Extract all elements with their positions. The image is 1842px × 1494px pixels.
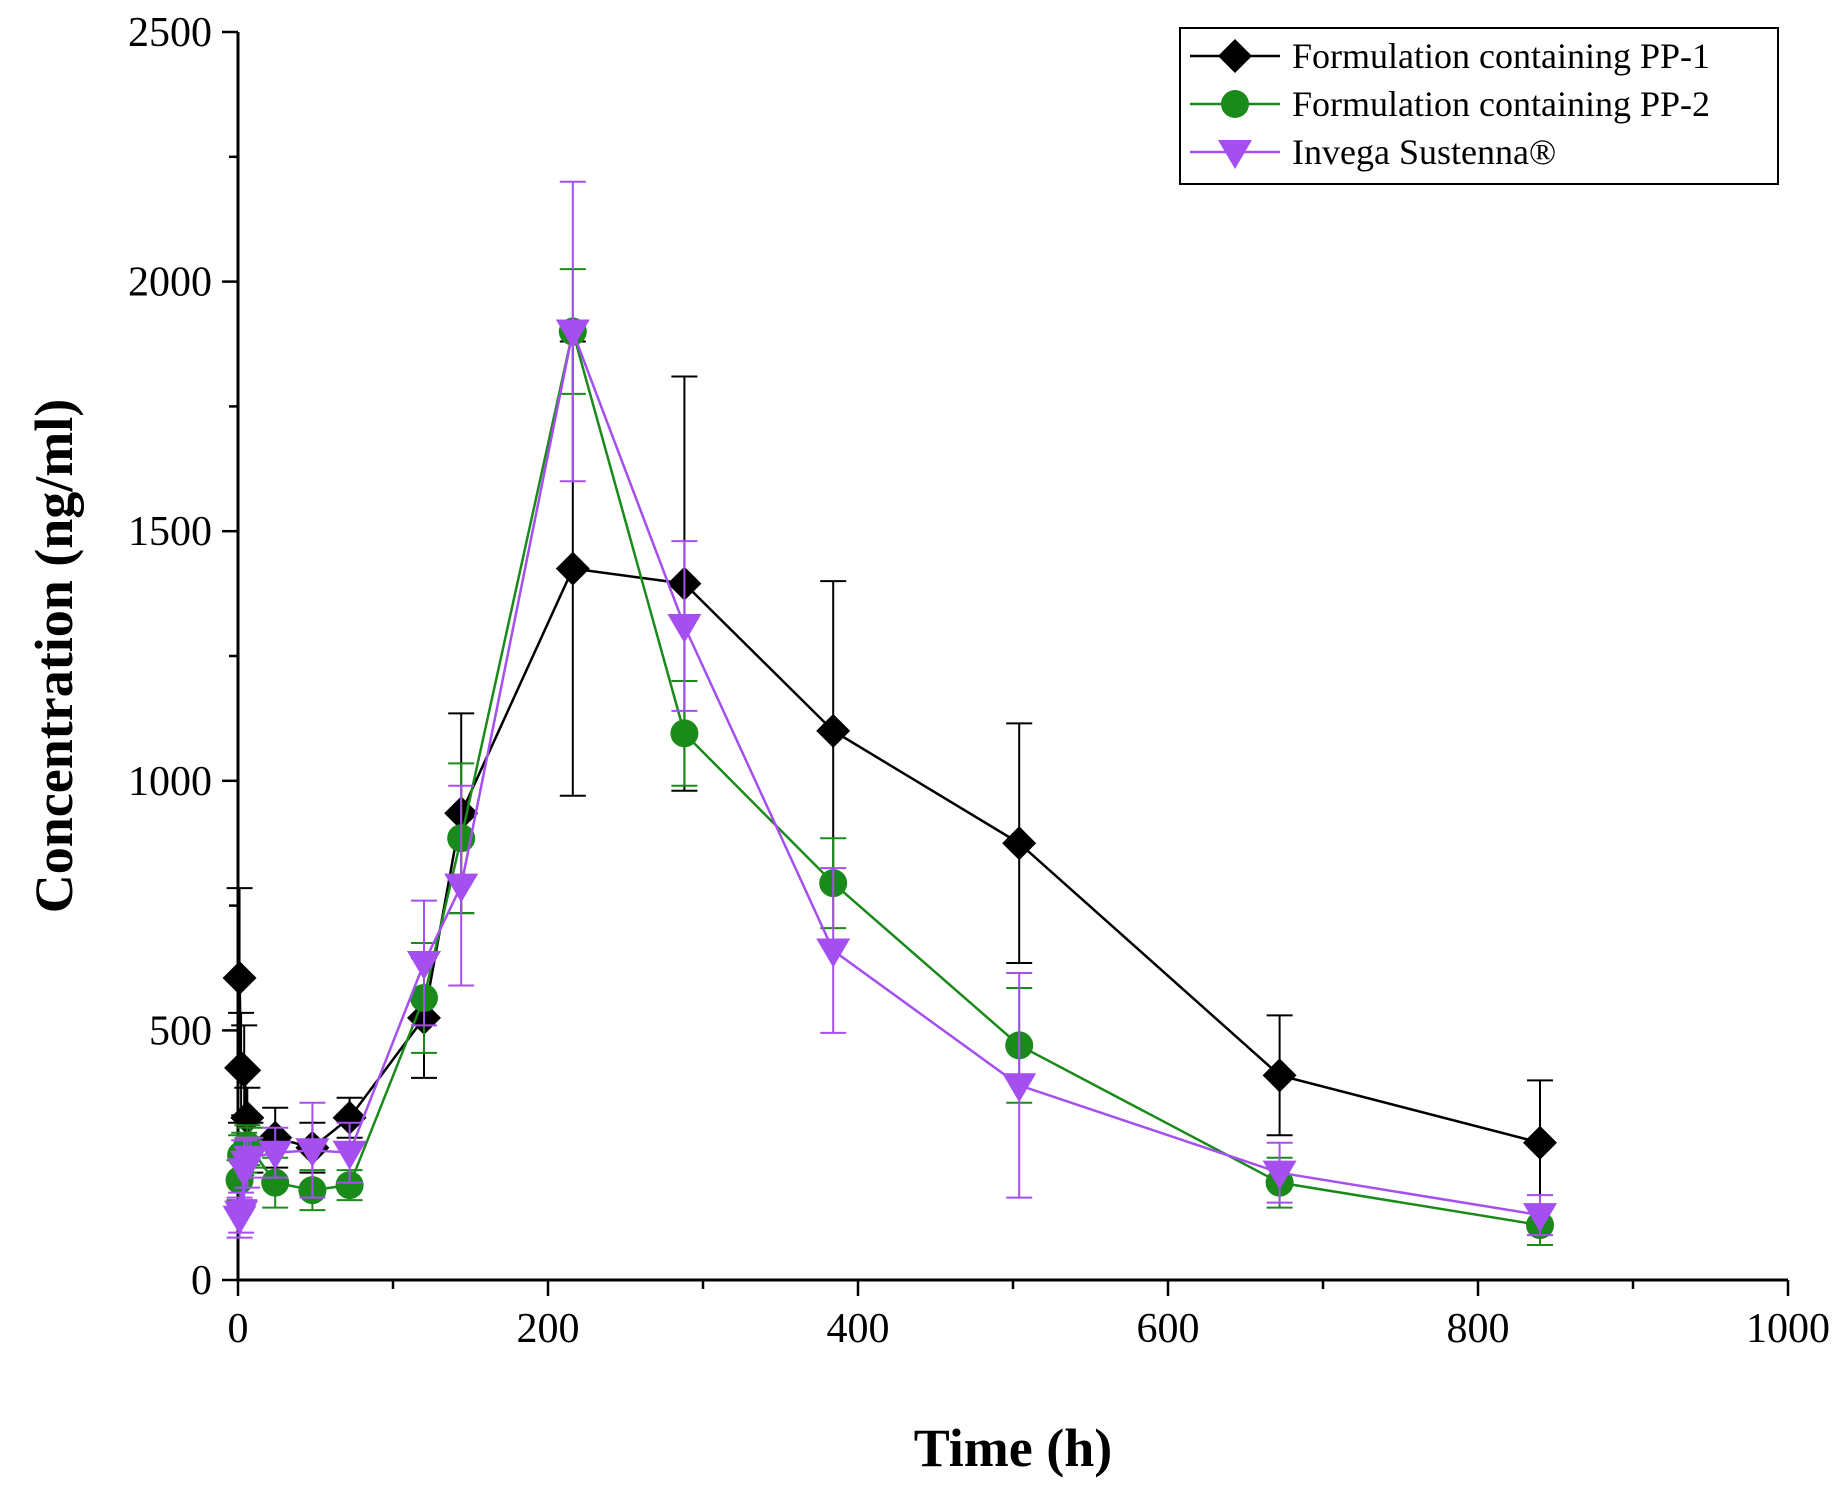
series-3 xyxy=(222,180,1557,1239)
data-point xyxy=(227,1053,262,1088)
data-point xyxy=(230,1100,265,1135)
series-2-error-bars xyxy=(226,268,1553,1247)
data-point xyxy=(670,719,699,748)
data-point xyxy=(258,1140,293,1170)
data-point xyxy=(1002,826,1037,861)
legend-label: Invega Sustenna® xyxy=(1292,132,1556,172)
data-point xyxy=(555,551,590,586)
data-point xyxy=(295,1138,330,1168)
legend: Formulation containing PP-1 Formulation c… xyxy=(1179,27,1779,185)
data-point xyxy=(332,1100,367,1135)
x-tick-label: 200 xyxy=(517,1306,580,1352)
data-point xyxy=(332,1140,367,1170)
legend-entry-1: Formulation containing PP-1 xyxy=(1190,36,1710,76)
data-point xyxy=(444,873,479,903)
data-point xyxy=(667,614,702,644)
data-point xyxy=(1262,1160,1297,1190)
data-point xyxy=(1002,1073,1037,1103)
x-axis-title: Time (h) xyxy=(914,1418,1113,1478)
data-point xyxy=(224,1200,259,1230)
y-tick-label: 1500 xyxy=(128,509,212,555)
y-ticks: 0 500 1000 1500 2000 2500 xyxy=(128,10,238,1304)
legend-label: Formulation containing PP-1 xyxy=(1292,36,1710,76)
legend-box xyxy=(1179,27,1779,185)
data-point xyxy=(816,713,851,748)
data-point xyxy=(816,938,851,968)
legend-entries: Formulation containing PP-1 Formulation c… xyxy=(1190,36,1710,172)
data-point xyxy=(1262,1058,1297,1093)
x-tick-label: 400 xyxy=(827,1306,890,1352)
y-tick-label: 2500 xyxy=(128,10,212,56)
data-point xyxy=(1523,1125,1557,1160)
data-point xyxy=(555,319,590,349)
data-point xyxy=(1523,1203,1557,1233)
axes xyxy=(236,32,1788,1282)
series-line xyxy=(238,327,1541,1218)
legend-label: Formulation containing PP-2 xyxy=(1292,84,1710,124)
data-point xyxy=(261,1168,290,1197)
data-point xyxy=(233,1145,268,1175)
data-point xyxy=(407,951,441,981)
x-tick-label: 1000 xyxy=(1746,1306,1830,1352)
x-ticks: 0 200 400 600 800 1000 xyxy=(228,1280,1830,1352)
series-layer xyxy=(222,180,1557,1247)
legend-marker xyxy=(1218,39,1252,73)
legend-marker xyxy=(1221,90,1249,118)
series-2 xyxy=(225,268,1554,1247)
legend-marker xyxy=(1218,140,1252,169)
x-tick-label: 600 xyxy=(1137,1306,1200,1352)
y-tick-label: 1000 xyxy=(128,759,212,805)
y-tick-label: 2000 xyxy=(128,260,212,306)
y-axis-title: Concentration (ng/ml) xyxy=(24,399,84,913)
series-1-error-bars xyxy=(226,340,1553,1207)
data-point xyxy=(222,960,257,995)
data-point xyxy=(335,1171,364,1200)
series-3-error-bars xyxy=(226,180,1553,1239)
series-1 xyxy=(222,340,1557,1207)
x-tick-label: 0 xyxy=(228,1306,249,1352)
series-line xyxy=(238,567,1541,1150)
x-tick-label: 800 xyxy=(1447,1306,1510,1352)
y-tick-label: 0 xyxy=(191,1258,212,1304)
legend-entry-3: Invega Sustenna® xyxy=(1190,132,1556,172)
y-tick-label: 500 xyxy=(149,1008,212,1054)
legend-entry-2: Formulation containing PP-2 xyxy=(1190,84,1710,124)
